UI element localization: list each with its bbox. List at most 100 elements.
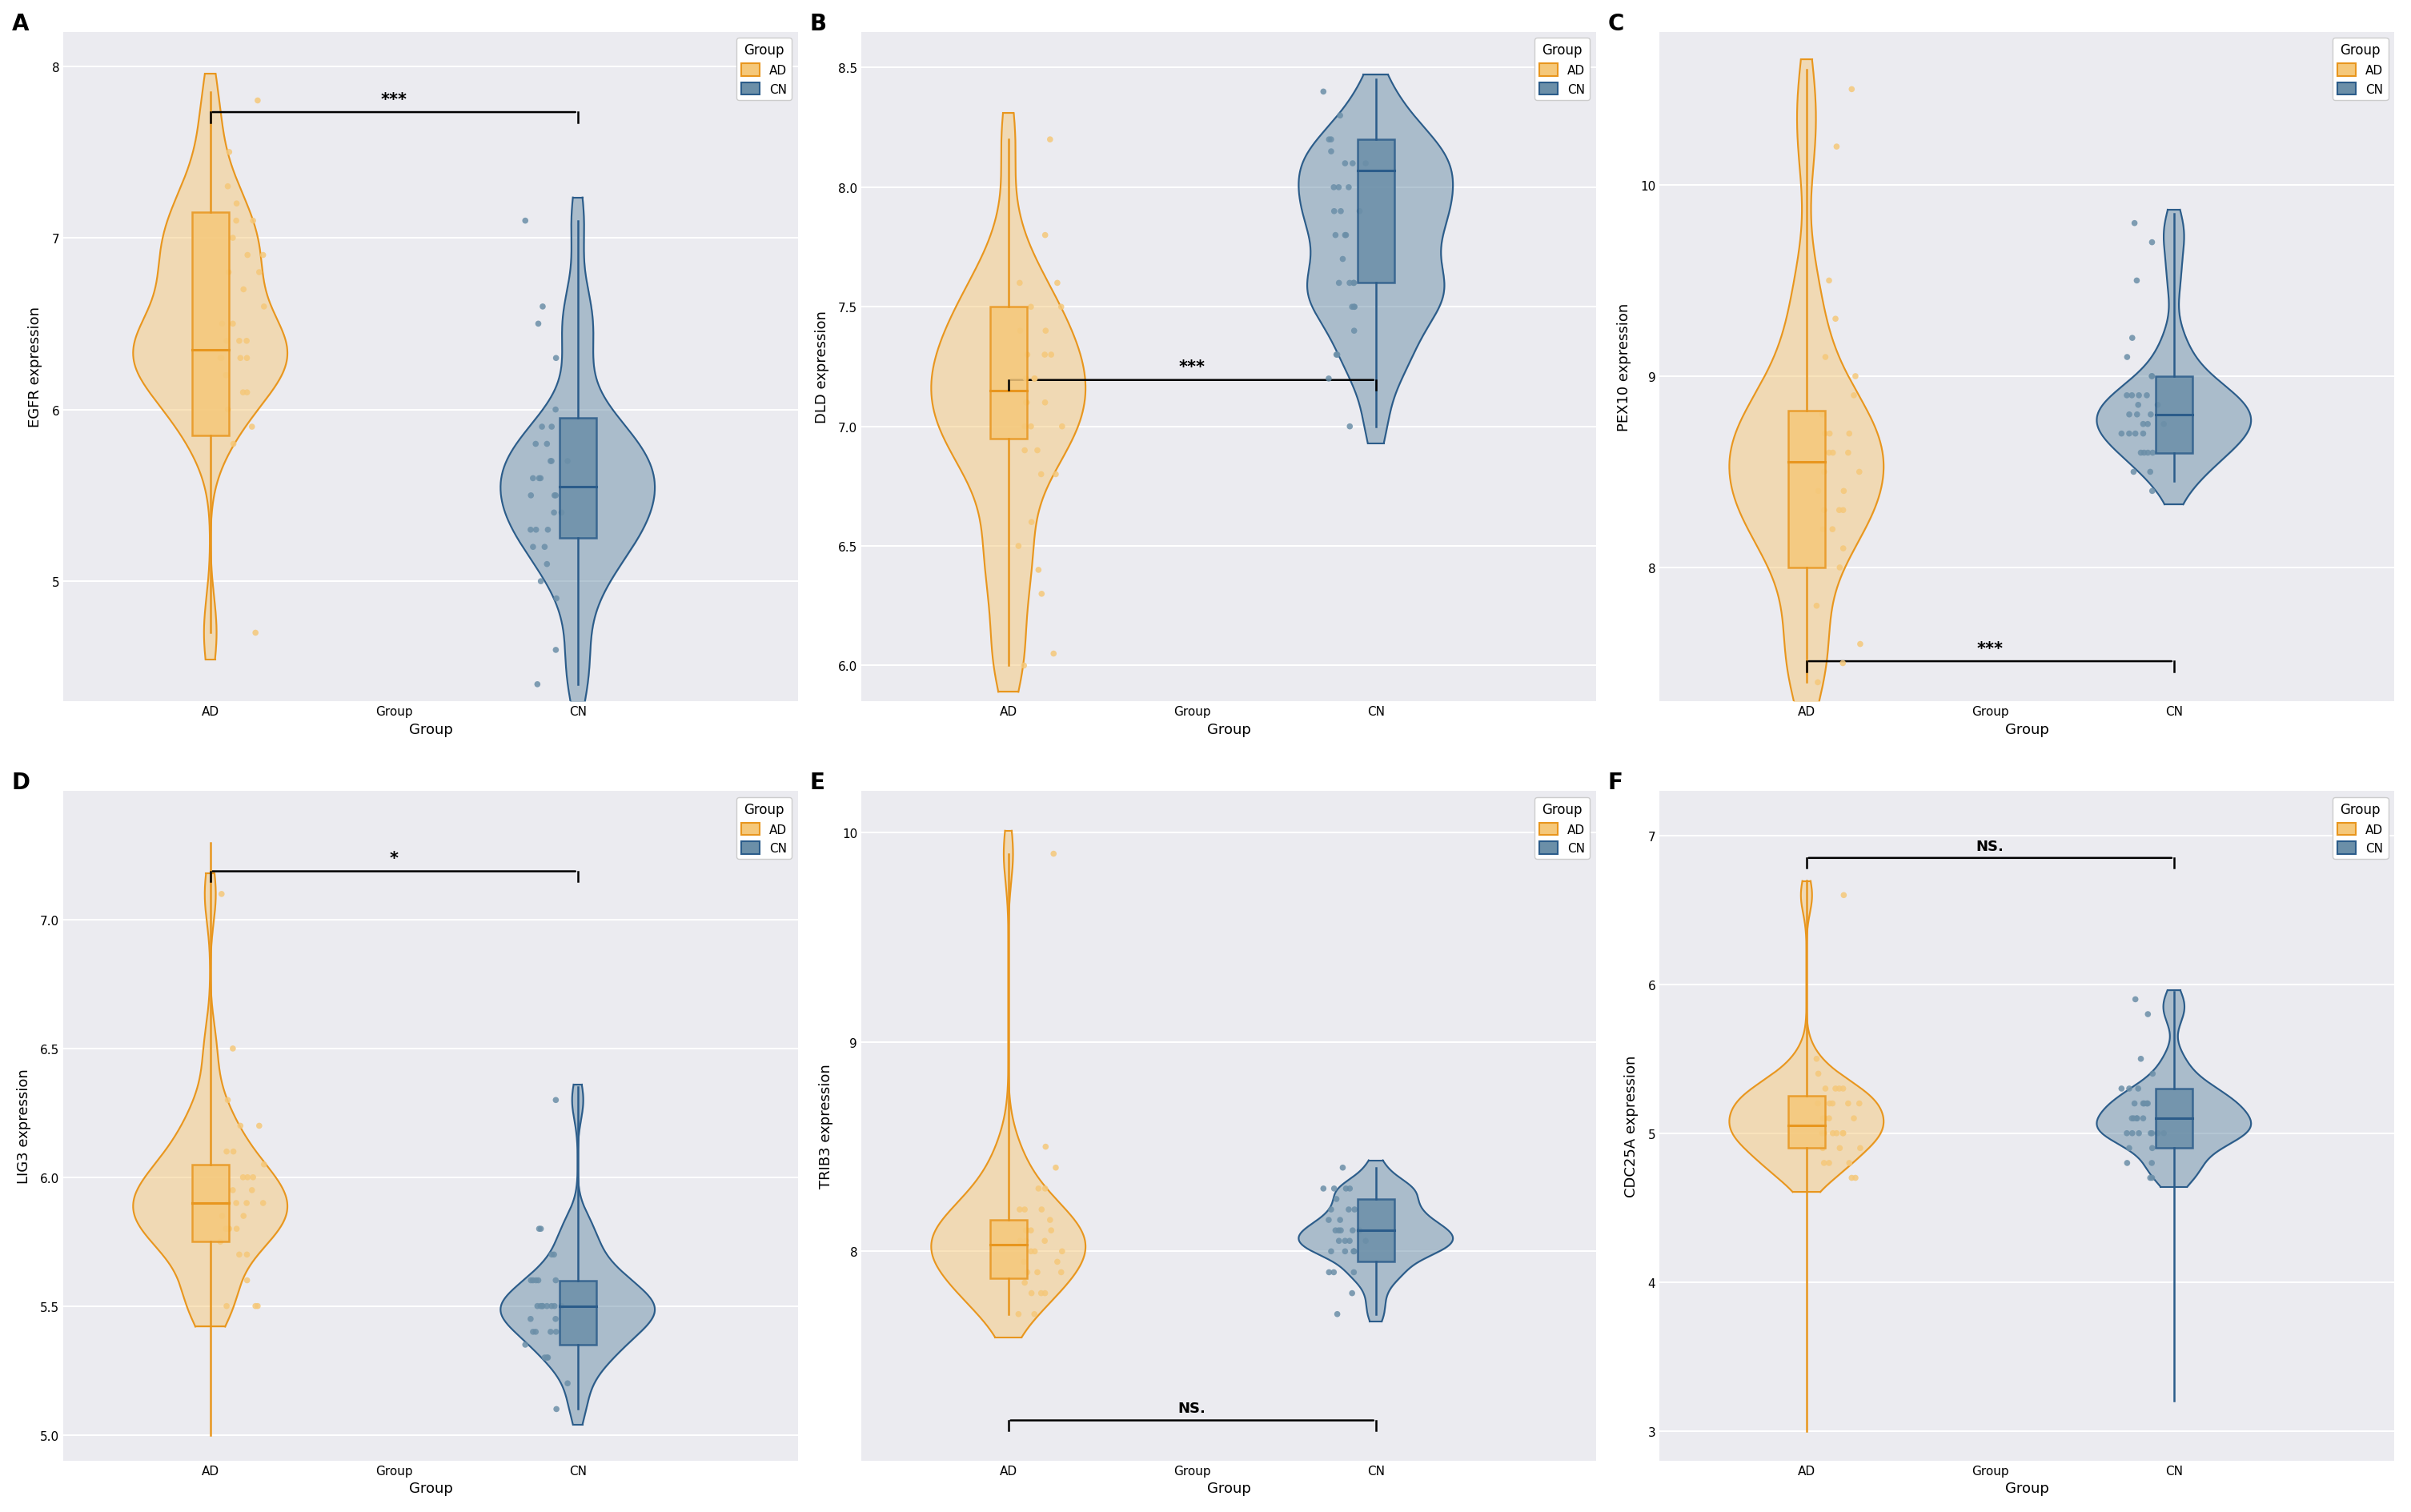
Point — [2114, 460, 2153, 484]
Point — [1333, 295, 1372, 319]
Point — [516, 432, 555, 457]
Point — [227, 381, 265, 405]
Point — [1022, 582, 1061, 606]
Bar — [1789, 411, 1825, 569]
Point — [518, 673, 557, 697]
X-axis label: Group: Group — [2006, 723, 2049, 736]
Point — [1324, 1155, 1362, 1179]
Point — [528, 1346, 567, 1370]
Bar — [2155, 376, 2192, 454]
Point — [518, 1294, 557, 1318]
Bar — [559, 419, 596, 538]
Point — [236, 1294, 275, 1318]
Point — [217, 1217, 256, 1241]
Point — [538, 638, 576, 662]
Point — [1027, 1136, 1066, 1160]
Point — [207, 364, 246, 389]
Point — [2114, 212, 2153, 236]
Point — [1830, 442, 1869, 466]
Point — [2117, 1107, 2155, 1131]
Point — [2131, 1166, 2170, 1190]
Point — [2124, 1092, 2163, 1116]
Point — [1316, 224, 1355, 248]
Point — [535, 1294, 574, 1318]
Point — [1020, 558, 1058, 582]
Point — [521, 570, 559, 594]
Point — [1025, 1229, 1063, 1253]
Point — [1803, 517, 1842, 541]
Point — [514, 535, 552, 559]
Point — [1034, 842, 1073, 866]
Point — [1806, 460, 1844, 484]
Point — [538, 587, 576, 611]
Point — [217, 1191, 256, 1216]
Point — [2124, 442, 2163, 466]
Point — [526, 1346, 564, 1370]
Point — [1336, 319, 1374, 343]
Point — [1027, 319, 1066, 343]
Point — [1842, 632, 1881, 656]
Point — [2139, 1122, 2177, 1146]
Point — [1811, 422, 1849, 446]
Point — [511, 1306, 550, 1331]
Point — [2110, 1077, 2148, 1101]
Point — [1013, 1281, 1051, 1305]
Point — [1321, 200, 1360, 224]
Point — [1309, 1208, 1348, 1232]
Point — [203, 881, 241, 906]
Point — [2119, 1077, 2158, 1101]
Point — [1319, 1219, 1357, 1243]
Point — [224, 1166, 263, 1190]
Point — [1331, 272, 1369, 296]
Point — [1022, 463, 1061, 487]
Point — [1336, 1198, 1374, 1222]
Point — [538, 1089, 576, 1113]
Point — [2131, 402, 2170, 426]
Legend: AD, CN: AD, CN — [1533, 797, 1591, 859]
Point — [239, 1294, 277, 1318]
Point — [224, 1204, 263, 1228]
Point — [2124, 1092, 2163, 1116]
Point — [2124, 413, 2163, 437]
Point — [1326, 1240, 1365, 1264]
Point — [2124, 422, 2163, 446]
Point — [1037, 1155, 1075, 1179]
Text: D: D — [12, 771, 31, 794]
Point — [2131, 460, 2170, 484]
Text: F: F — [1608, 771, 1623, 794]
Point — [1022, 1198, 1061, 1222]
Point — [215, 1140, 253, 1164]
Point — [1017, 438, 1056, 463]
Point — [1333, 151, 1372, 175]
Point — [1813, 517, 1852, 541]
Point — [538, 1320, 576, 1344]
Point — [1820, 1077, 1859, 1101]
Y-axis label: DLD expression: DLD expression — [815, 311, 829, 423]
Text: B: B — [810, 12, 827, 35]
Point — [1015, 1302, 1054, 1326]
Point — [234, 1178, 272, 1202]
Point — [224, 278, 263, 302]
Point — [1025, 343, 1063, 367]
Point — [2129, 1002, 2167, 1027]
Point — [1820, 556, 1859, 581]
Point — [217, 209, 256, 233]
Point — [2110, 402, 2148, 426]
Point — [207, 1217, 246, 1241]
Point — [1811, 1151, 1849, 1175]
Point — [2131, 1151, 2170, 1175]
Point — [2131, 364, 2170, 389]
Point — [535, 500, 574, 525]
Point — [1304, 80, 1343, 104]
Point — [1803, 402, 1842, 426]
Point — [1015, 1240, 1054, 1264]
Point — [1328, 175, 1367, 200]
Point — [1832, 1166, 1871, 1190]
Point — [1314, 1176, 1353, 1201]
Point — [1304, 1176, 1343, 1201]
Point — [1008, 343, 1046, 367]
Point — [1319, 1229, 1357, 1253]
Point — [2122, 442, 2160, 466]
Point — [530, 449, 569, 473]
Point — [521, 467, 559, 491]
